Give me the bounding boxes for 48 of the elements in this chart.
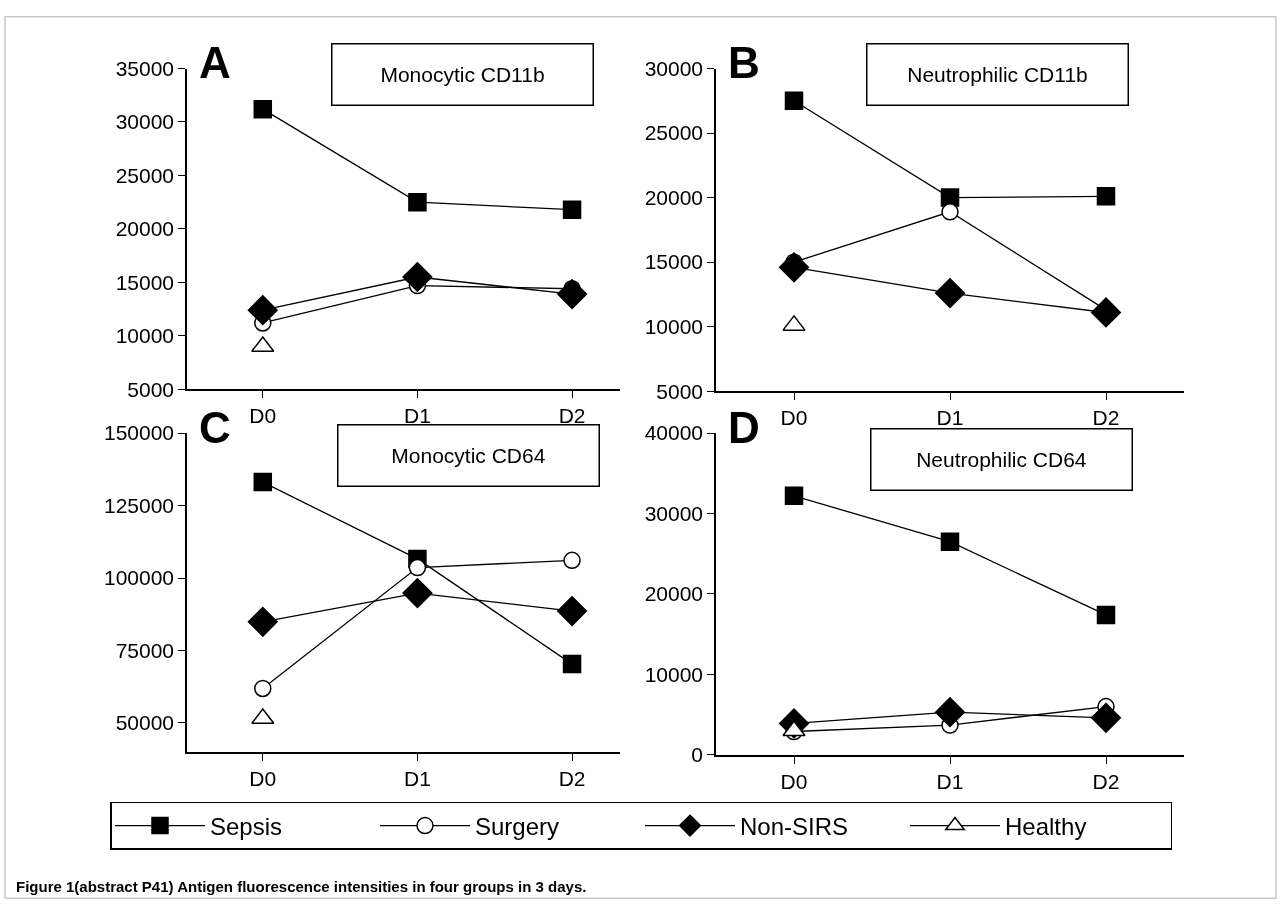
x-tick-label: D2 (1092, 769, 1120, 793)
y-tick-label: 75000 (115, 638, 175, 662)
y-tick-label: 20000 (644, 582, 704, 606)
y-tick-label: 0 (691, 743, 704, 767)
legend-label: Non-SIRS (740, 812, 849, 840)
x-tick-label: D0 (249, 404, 277, 428)
y-tick-label: 40000 (644, 421, 704, 445)
annotation: B (728, 38, 760, 87)
y-tick-label: 10000 (644, 315, 704, 339)
caption: Figure 1(abstract P41) Antigen fluorescence intensities in four groups in 3 days. (16, 878, 587, 895)
annotation: C (199, 403, 231, 452)
y-tick-label: 20000 (644, 185, 704, 209)
y-tick-label: 25000 (644, 121, 704, 145)
chart-title: Monocytic CD11b (380, 63, 545, 86)
y-tick-label: 15000 (115, 270, 175, 294)
x-tick-label: D1 (403, 404, 431, 428)
annotation: D (728, 403, 760, 452)
text: Monocytic CD64 (391, 444, 546, 467)
x-tick-label: D1 (403, 766, 431, 790)
x-tick-label: D2 (1092, 406, 1120, 430)
x-tick-label: D0 (780, 406, 808, 430)
y-tick-label: 50000 (115, 711, 175, 735)
y-tick-label: 125000 (103, 493, 175, 517)
x-tick-label: D0 (780, 769, 808, 793)
y-tick-label: 100000 (103, 566, 175, 590)
text: Neutrophilic CD64 (916, 448, 1087, 471)
y-tick-label: 30000 (644, 501, 704, 525)
legend-label: Sepsis (210, 812, 283, 840)
chart-title: Neutrophilic CD11b (907, 63, 1088, 86)
y-tick-label: 10000 (115, 324, 175, 348)
y-tick-label: 20000 (115, 217, 175, 241)
legend-label: Healthy (1005, 812, 1087, 840)
y-tick-label: 10000 (644, 662, 704, 686)
x-tick-label: D2 (558, 766, 586, 790)
legend-label: Surgery (475, 812, 560, 840)
annotation: A (199, 38, 231, 87)
y-tick-label: 30000 (115, 110, 175, 134)
y-tick-label: 5000 (127, 377, 175, 401)
y-tick-label: 15000 (644, 250, 704, 274)
x-tick-label: D2 (558, 404, 586, 428)
x-tick-label: D0 (249, 766, 277, 790)
y-tick-label: 150000 (103, 421, 175, 445)
x-tick-label: D1 (936, 406, 964, 430)
y-tick-label: 30000 (644, 56, 704, 80)
x-tick-label: D1 (936, 769, 964, 793)
y-tick-label: 25000 (115, 163, 175, 187)
y-tick-label: 5000 (656, 379, 704, 403)
y-tick-label: 35000 (115, 56, 175, 80)
